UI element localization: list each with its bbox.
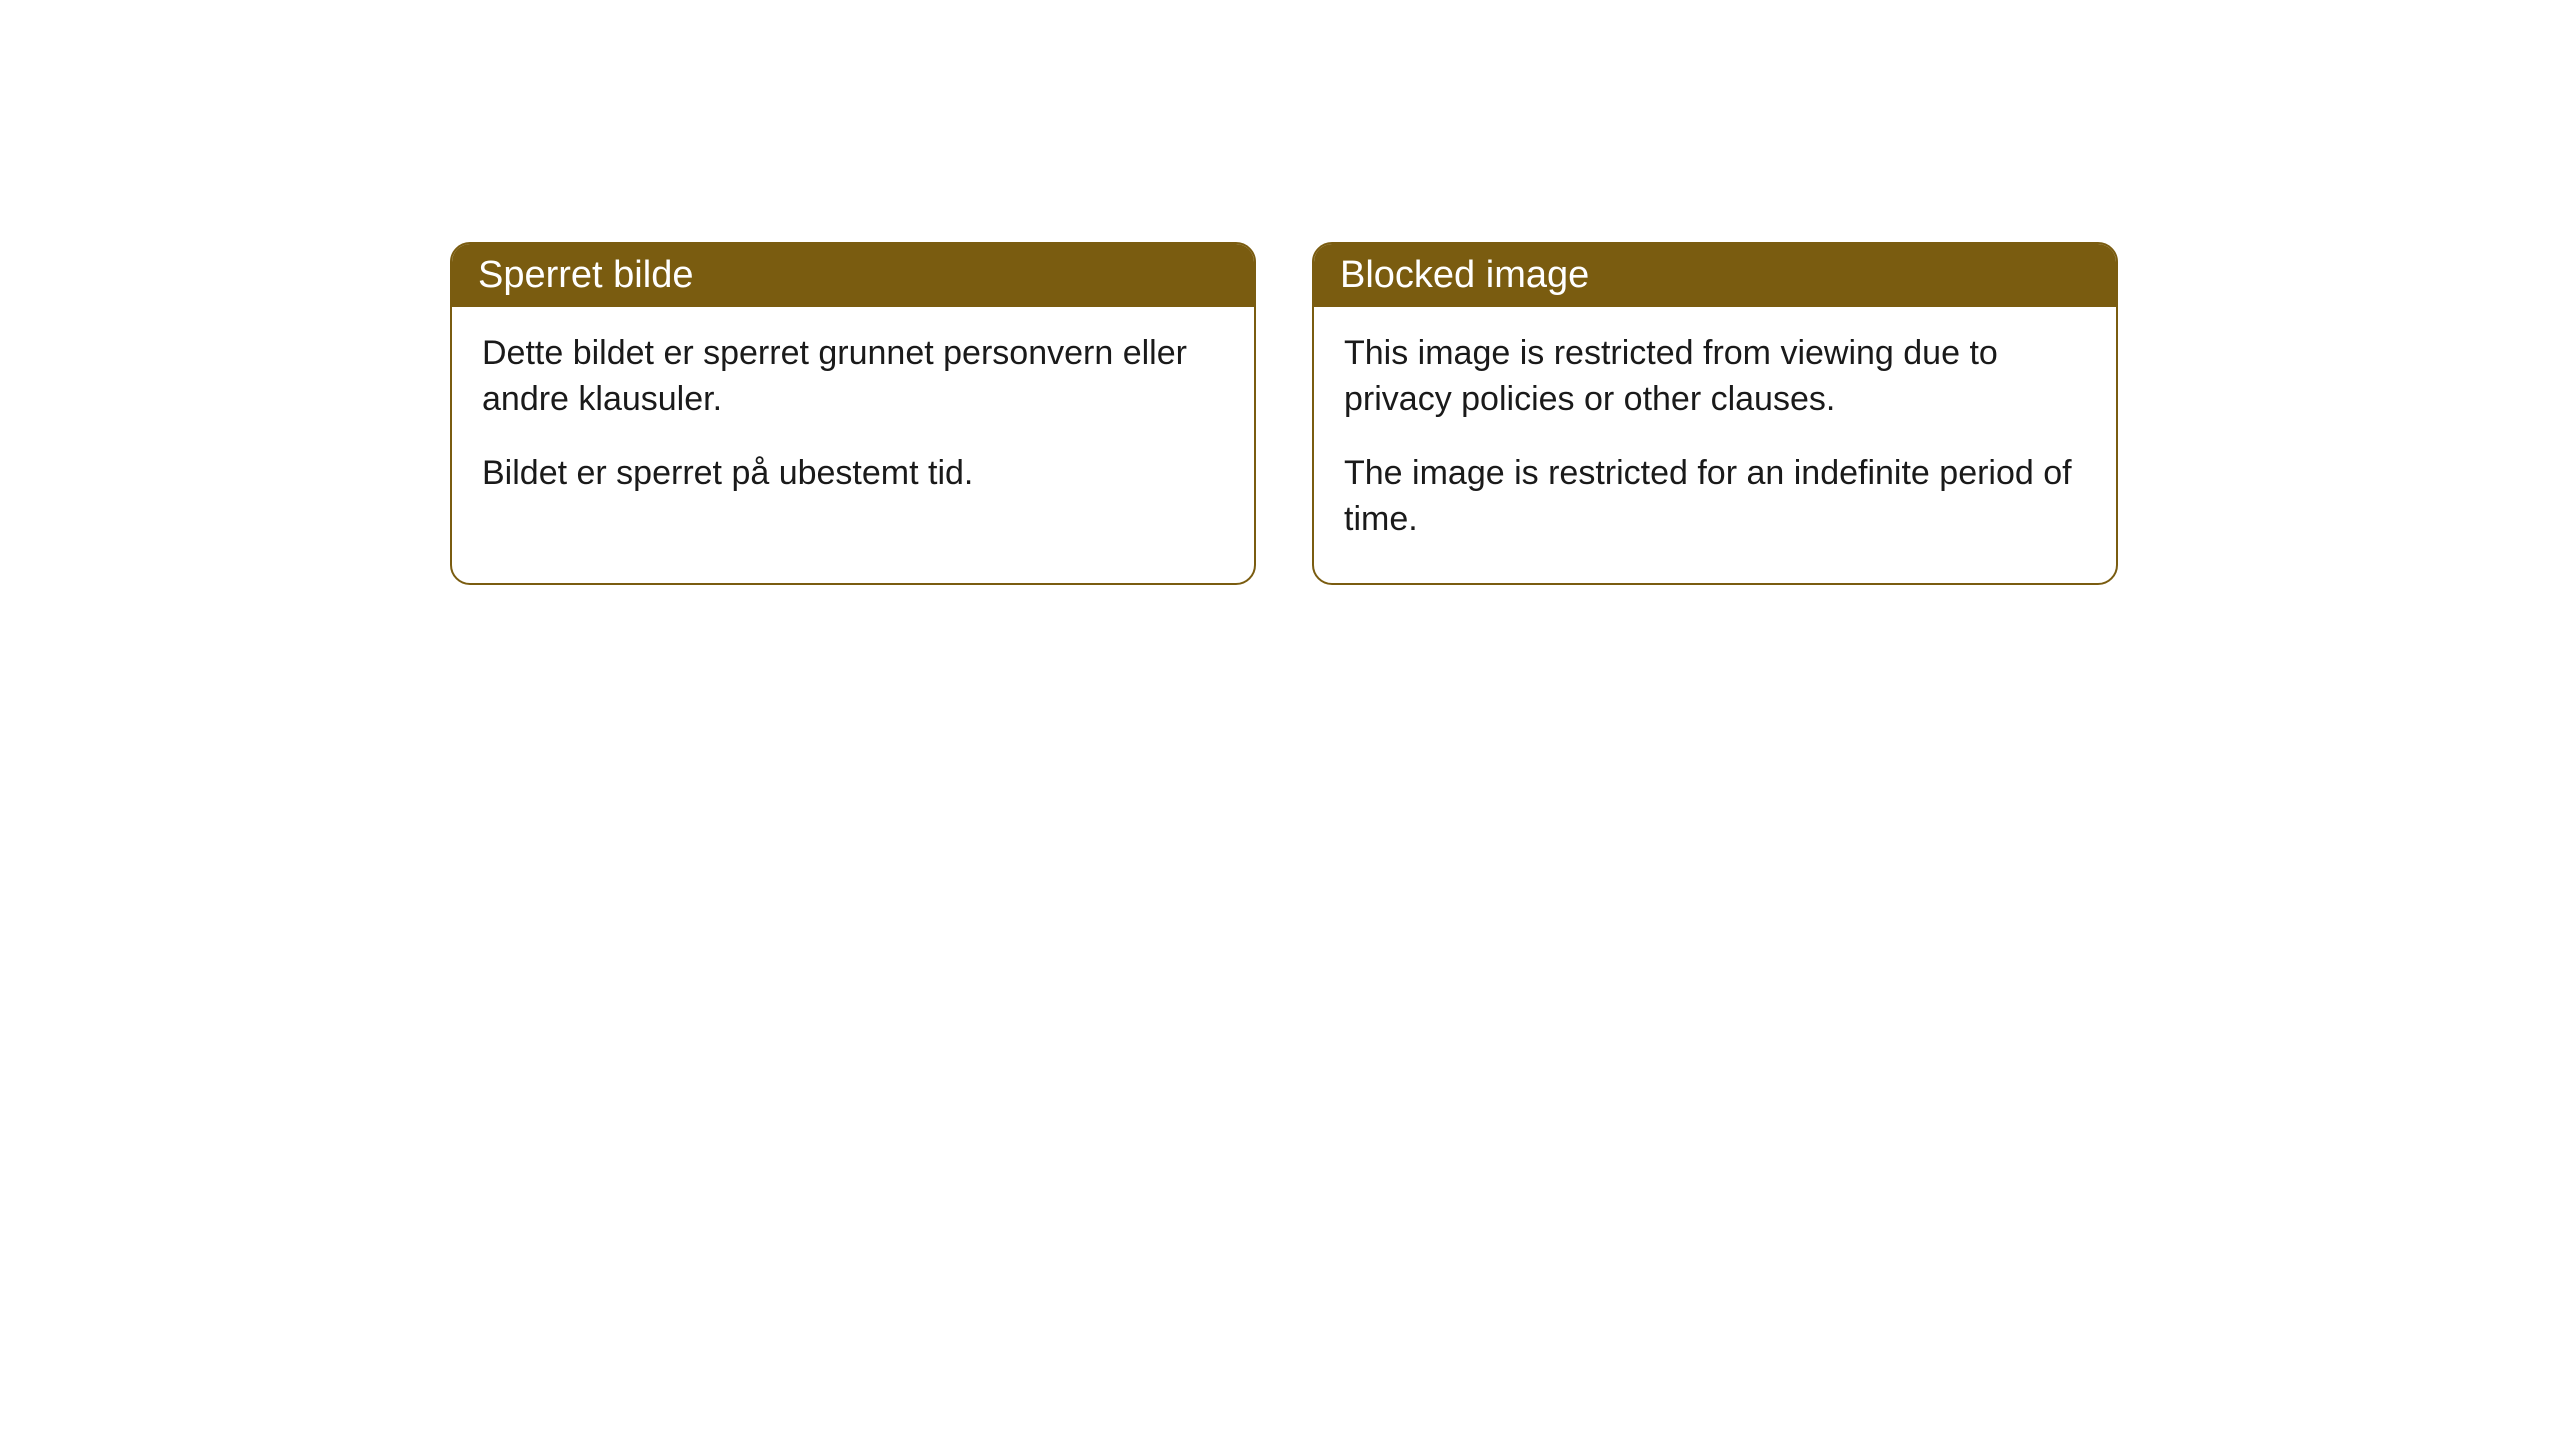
notice-paragraph: The image is restricted for an indefinit… [1344, 451, 2086, 543]
card-title: Sperret bilde [478, 254, 693, 296]
card-body-english: This image is restricted from viewing du… [1314, 307, 2116, 583]
notice-paragraph: This image is restricted from viewing du… [1344, 331, 2086, 423]
blocked-image-card-english: Blocked image This image is restricted f… [1312, 242, 2118, 585]
card-header-norwegian: Sperret bilde [452, 244, 1254, 307]
notice-paragraph: Dette bildet er sperret grunnet personve… [482, 331, 1224, 423]
card-body-norwegian: Dette bildet er sperret grunnet personve… [452, 307, 1254, 537]
card-title: Blocked image [1340, 254, 1589, 296]
notice-paragraph: Bildet er sperret på ubestemt tid. [482, 451, 1224, 497]
card-header-english: Blocked image [1314, 244, 2116, 307]
blocked-image-card-norwegian: Sperret bilde Dette bildet er sperret gr… [450, 242, 1256, 585]
notice-container: Sperret bilde Dette bildet er sperret gr… [0, 0, 2560, 585]
